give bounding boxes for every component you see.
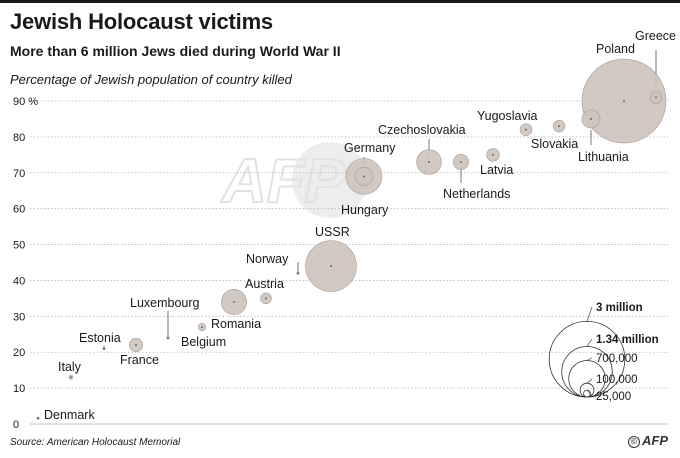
- country-label: Czechoslovakia: [378, 123, 466, 137]
- y-tick-label: 40: [13, 275, 25, 287]
- afp-logo: © AFP: [628, 433, 668, 448]
- country-label: Yugoslavia: [477, 109, 538, 123]
- y-axis-label: Percentage of Jewish population of count…: [10, 72, 292, 87]
- bubble-center-dot: [460, 161, 462, 163]
- bubble-center-dot: [590, 118, 592, 120]
- y-tick-label: 50: [13, 240, 25, 252]
- legend-leader: [586, 357, 593, 361]
- country-label: France: [120, 353, 159, 367]
- bubble-center-dot: [167, 336, 169, 339]
- country-label: Poland: [596, 42, 635, 56]
- bubble-center-dot: [330, 265, 332, 267]
- legend-circle: [583, 389, 591, 398]
- bubble-center-dot: [492, 153, 494, 156]
- bubble-center-dot: [37, 417, 39, 420]
- bubble-center-dot: [525, 128, 527, 131]
- country-label: Austria: [245, 277, 284, 291]
- country-label: USSR: [315, 225, 350, 239]
- country-label: Slovakia: [531, 137, 578, 151]
- bubble-center-dot: [70, 376, 72, 379]
- size-legend: 3 million 1.34 million 700,000 100,000 25,00…: [548, 302, 659, 403]
- country-label: Netherlands: [443, 187, 510, 201]
- country-label: Luxembourg: [130, 296, 200, 310]
- bubble-center-dot: [428, 161, 430, 163]
- legend-label: 100,000: [596, 374, 638, 386]
- y-tick-label: 90 %: [13, 96, 38, 108]
- country-label: Italy: [58, 360, 82, 374]
- country-label: Greece: [635, 29, 676, 43]
- bubbles: [36, 58, 667, 420]
- bubble-center-dot: [233, 301, 235, 303]
- country-label: Lithuania: [578, 150, 629, 164]
- country-label: Belgium: [181, 335, 226, 349]
- chart-title: Jewish Holocaust victims: [10, 9, 273, 34]
- country-label: Latvia: [480, 163, 513, 177]
- legend-leader: [586, 389, 593, 397]
- legend-leader: [586, 306, 593, 322]
- legend-label: 3 million: [596, 302, 643, 314]
- bubble-center-dot: [297, 272, 299, 275]
- chart-subtitle: More than 6 million Jews died during Wor…: [10, 43, 341, 59]
- y-tick-label: 10: [13, 383, 25, 395]
- country-label: Norway: [246, 252, 289, 266]
- watermark: AFP: [219, 142, 368, 218]
- legend-label: 700,000: [596, 353, 638, 365]
- y-tick-label: 30: [13, 311, 25, 323]
- y-tick-label: 70: [13, 168, 25, 180]
- bubble-center-dot: [623, 100, 625, 102]
- y-tick-label: 60: [13, 204, 25, 216]
- y-tick-label: 80: [13, 132, 25, 144]
- legend-leader: [586, 378, 593, 384]
- bubble-center-dot: [135, 344, 137, 346]
- watermark-text: AFP: [220, 147, 347, 216]
- country-label: Estonia: [79, 331, 121, 345]
- bubble-center-dot: [363, 175, 365, 178]
- bubble-center-dot: [103, 347, 105, 350]
- legend-label: 1.34 million: [596, 334, 659, 346]
- source-note: Source: American Holocaust Memorial: [10, 437, 181, 448]
- bubble-center-dot: [558, 125, 560, 128]
- country-labels: Denmark Italy Estonia France Luxembourg Belgi…: [44, 29, 676, 422]
- country-label: Hungary: [341, 203, 389, 217]
- top-rule: [0, 0, 680, 3]
- bubble-center-dot: [265, 297, 267, 300]
- logo-text: AFP: [642, 433, 668, 448]
- country-label: Germany: [344, 141, 396, 155]
- y-tick-label: 20: [13, 347, 25, 359]
- legend-leader: [586, 338, 593, 347]
- copyright-icon: ©: [628, 436, 640, 448]
- y-tick-label: 0: [13, 419, 19, 431]
- bubble-center-dot: [201, 326, 203, 328]
- legend-label: 25,000: [596, 391, 631, 403]
- bubble-center-dot: [655, 96, 657, 99]
- watermark-globe: [292, 142, 368, 218]
- country-label: Romania: [211, 317, 261, 331]
- country-label: Denmark: [44, 408, 95, 422]
